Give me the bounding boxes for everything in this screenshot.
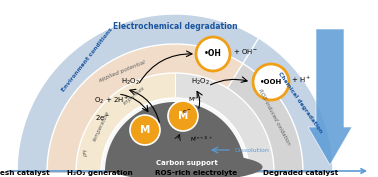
- Text: + OH$^-$: + OH$^-$: [233, 47, 259, 56]
- Text: H$_2$O$_2$: H$_2$O$_2$: [191, 77, 209, 87]
- Circle shape: [253, 64, 289, 100]
- Polygon shape: [47, 44, 243, 172]
- Circle shape: [196, 37, 230, 71]
- Polygon shape: [76, 73, 175, 172]
- Circle shape: [130, 115, 160, 145]
- Text: M$^{(n+1)+}$: M$^{(n+1)+}$: [191, 134, 214, 144]
- Text: 2e$^-$: 2e$^-$: [95, 113, 111, 121]
- Polygon shape: [228, 63, 303, 172]
- Text: ROS-rich electrolyte: ROS-rich electrolyte: [155, 170, 238, 176]
- Text: Environment conditions: Environment conditions: [60, 26, 113, 92]
- Text: O$_2$ + 2H$^+$: O$_2$ + 2H$^+$: [94, 94, 130, 106]
- Text: •OH: •OH: [204, 50, 222, 59]
- Text: M$^{n+}$: M$^{n+}$: [188, 96, 202, 104]
- Text: Carbon support: Carbon support: [156, 160, 218, 166]
- Text: •OOH: •OOH: [260, 79, 282, 85]
- Text: Fresh catalyst: Fresh catalyst: [0, 170, 50, 176]
- Circle shape: [168, 101, 198, 131]
- Text: Electrochemical degradation: Electrochemical degradation: [113, 22, 237, 31]
- Text: Dissolution: Dissolution: [234, 147, 269, 153]
- Ellipse shape: [107, 153, 262, 177]
- Text: applied potential: applied potential: [98, 60, 146, 83]
- Text: ROS-induced oxidation: ROS-induced oxidation: [257, 88, 291, 146]
- Text: H₂O₂ generation: H₂O₂ generation: [67, 170, 133, 176]
- Polygon shape: [101, 98, 249, 172]
- Text: pH: pH: [83, 149, 88, 157]
- Polygon shape: [17, 14, 333, 172]
- Text: H$_2$O$_2$: H$_2$O$_2$: [121, 77, 139, 87]
- Polygon shape: [105, 102, 245, 172]
- Text: M: M: [178, 111, 188, 121]
- Text: impurities: impurities: [122, 85, 146, 106]
- Text: Chemical degradation: Chemical degradation: [277, 71, 323, 134]
- Text: e$^-$: e$^-$: [182, 108, 192, 116]
- Text: temperature: temperature: [92, 110, 111, 142]
- Text: Degraded catalyst: Degraded catalyst: [263, 170, 338, 176]
- Polygon shape: [308, 29, 352, 165]
- Text: M: M: [140, 125, 150, 135]
- Text: + H$^+$: + H$^+$: [291, 75, 311, 85]
- Polygon shape: [175, 73, 274, 172]
